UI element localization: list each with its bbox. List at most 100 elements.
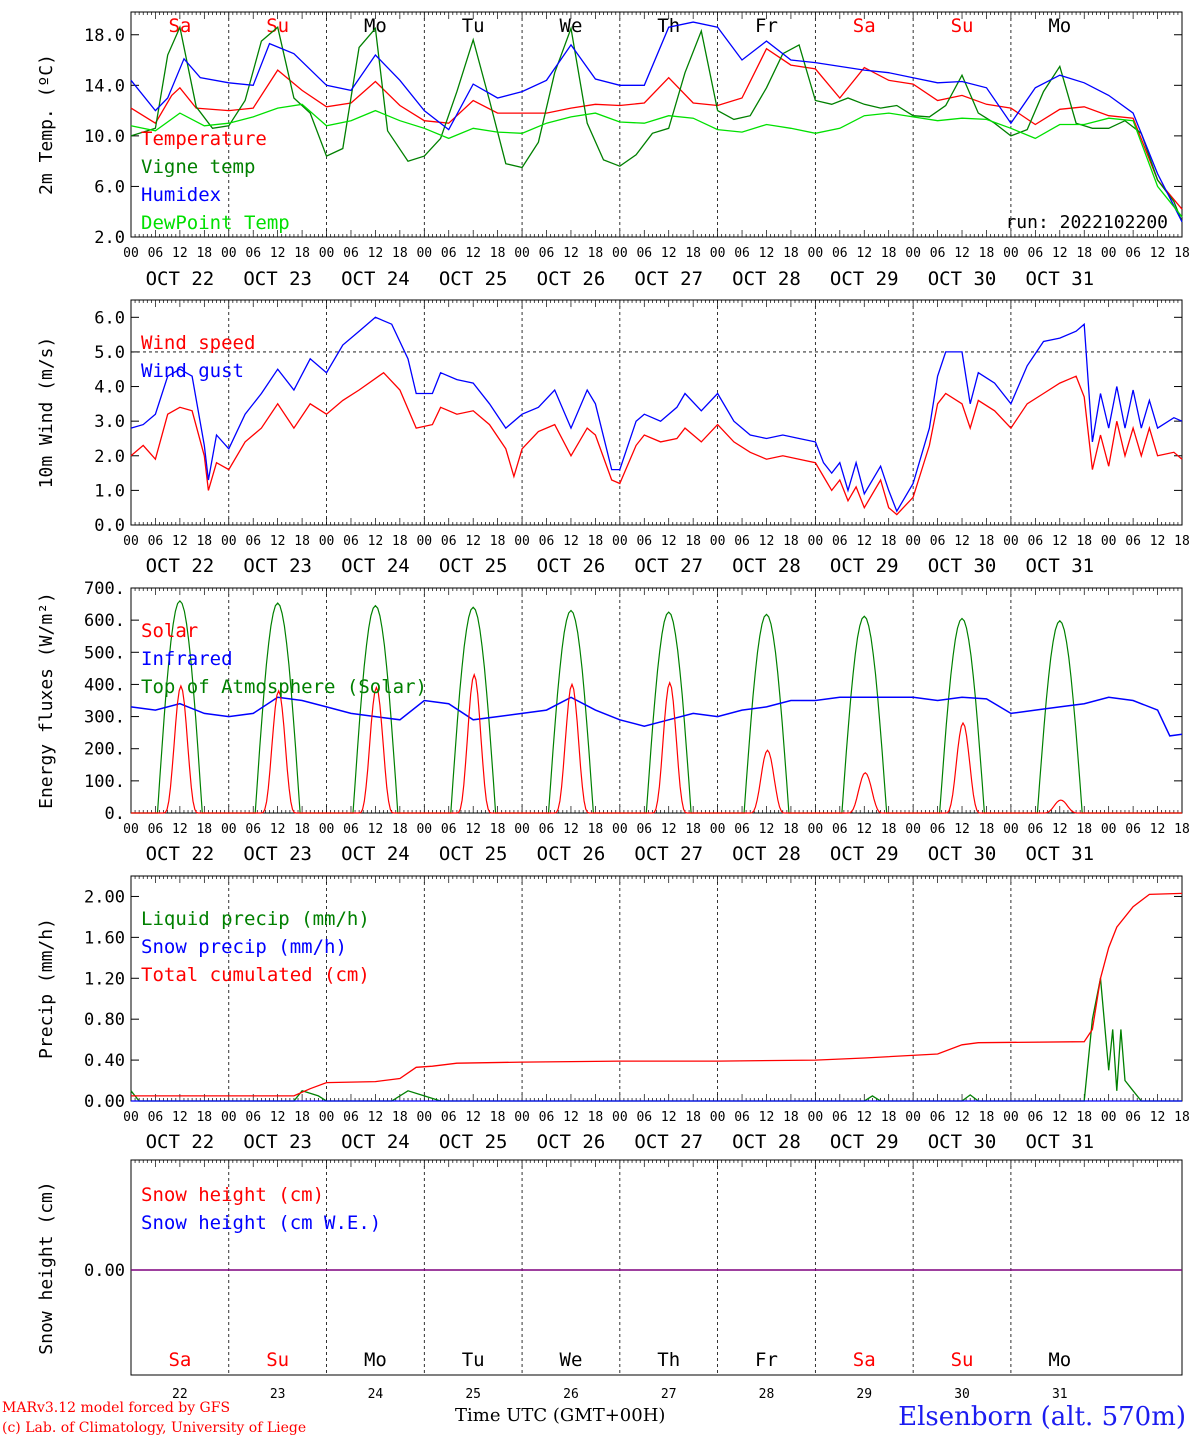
panel-frame: 00 06 12 18 00 06 12 18 00 06 12 18 00 06 12 18 00 06 12 18… bbox=[123, 11, 1190, 290]
date-label: OCT 26 bbox=[537, 843, 606, 865]
hour-tick-label: 12 bbox=[1052, 534, 1068, 549]
y-axis: 2.0 6.0 10.0 14.0 18.0 2m Temp. (ºC) bbox=[36, 26, 1182, 248]
date-label: OCT 28 bbox=[732, 555, 801, 577]
hour-tick-label: 12 bbox=[1052, 822, 1068, 837]
hour-tick-label: 12 bbox=[172, 1110, 188, 1125]
hour-tick-label: 12 bbox=[759, 246, 775, 261]
date-label: OCT 28 bbox=[732, 268, 801, 290]
hour-tick-label: 18 bbox=[685, 1110, 701, 1125]
day-number-label: 28 bbox=[759, 1387, 775, 1402]
hour-tick-label: 12 bbox=[563, 1110, 579, 1125]
day-number-label: 30 bbox=[954, 1387, 970, 1402]
series-line-solar bbox=[131, 672, 1182, 814]
model-credit: MARv3.12 model forced by GFS bbox=[2, 1400, 231, 1416]
day-number-label: 29 bbox=[856, 1387, 872, 1402]
hour-tick-label: 06 bbox=[832, 246, 848, 261]
hour-tick-label: 18 bbox=[685, 246, 701, 261]
hour-tick-label: 12 bbox=[954, 246, 970, 261]
hour-tick-label: 18 bbox=[588, 822, 604, 837]
date-label: OCT 31 bbox=[1025, 268, 1094, 290]
hour-tick-label: 00 bbox=[905, 534, 921, 549]
hour-tick-label: 12 bbox=[856, 1110, 872, 1125]
panel-frame: 00 06 12 18 00 06 12 18 00 06 12 18 00 06 12 18 00 06 12 18… bbox=[123, 875, 1190, 1153]
hour-tick-label: 12 bbox=[465, 534, 481, 549]
hour-tick-label: 00 bbox=[319, 534, 335, 549]
legend-entry: Liquid precip (mm/h) bbox=[141, 908, 370, 930]
hour-tick-label: 18 bbox=[881, 822, 897, 837]
hour-tick-label: 18 bbox=[1174, 1110, 1190, 1125]
hour-tick-label: 18 bbox=[490, 246, 506, 261]
date-label: OCT 27 bbox=[634, 1131, 703, 1153]
hour-tick-label: 12 bbox=[465, 1110, 481, 1125]
y-tick-label: 5.0 bbox=[94, 343, 125, 363]
legend-entry: Snow precip (mm/h) bbox=[141, 936, 347, 958]
hour-tick-label: 12 bbox=[1150, 1110, 1166, 1125]
hour-tick-label: 12 bbox=[172, 246, 188, 261]
hour-tick-label: 06 bbox=[148, 246, 164, 261]
hour-tick-label: 00 bbox=[221, 246, 237, 261]
hour-tick-label: 06 bbox=[734, 246, 750, 261]
hour-tick-label: 00 bbox=[416, 246, 432, 261]
hour-tick-label: 18 bbox=[881, 534, 897, 549]
hour-tick-label: 12 bbox=[1150, 534, 1166, 549]
hour-tick-label: 12 bbox=[1150, 822, 1166, 837]
hour-tick-label: 18 bbox=[685, 822, 701, 837]
hour-tick-label: 18 bbox=[196, 1110, 212, 1125]
hour-tick-label: 18 bbox=[392, 246, 408, 261]
day-name-label: Mo bbox=[364, 1349, 387, 1371]
date-label: OCT 26 bbox=[537, 268, 606, 290]
hour-tick-label: 12 bbox=[368, 246, 384, 261]
day-name-label: Su bbox=[951, 1349, 974, 1371]
y-tick-label: 0.00 bbox=[84, 1092, 125, 1112]
hour-tick-label: 06 bbox=[1028, 246, 1044, 261]
hour-tick-label: 06 bbox=[539, 246, 555, 261]
date-label: OCT 31 bbox=[1025, 1131, 1094, 1153]
hour-tick-label: 18 bbox=[1174, 822, 1190, 837]
hour-tick-label: 06 bbox=[441, 1110, 457, 1125]
hour-tick-label: 06 bbox=[245, 1110, 261, 1125]
panel-frame: 00 06 12 18 00 06 12 18 00 06 12 18 00 06 12 18 00 06 12 18… bbox=[123, 299, 1190, 577]
hour-tick-label: 06 bbox=[148, 822, 164, 837]
hour-tick-label: 18 bbox=[979, 1110, 995, 1125]
series-line-dewpoint-temp bbox=[130, 103, 1183, 218]
y-axis: 0.00 0.40 0.80 1.20 1.60 2.00 Precip (mm/h) bbox=[36, 887, 1182, 1112]
series-line-liquid-precip-mm-h- bbox=[130, 978, 1182, 1102]
day-name-label: Mo bbox=[364, 15, 387, 37]
date-label: OCT 29 bbox=[830, 843, 899, 865]
hour-tick-label: 12 bbox=[1052, 246, 1068, 261]
y-axis-label: 2m Temp. (ºC) bbox=[36, 54, 57, 195]
date-label: OCT 22 bbox=[146, 843, 215, 865]
hour-tick-label: 12 bbox=[368, 822, 384, 837]
y-tick-label: 2.0 bbox=[94, 447, 125, 467]
hour-tick-label: 00 bbox=[905, 246, 921, 261]
hour-tick-label: 06 bbox=[734, 534, 750, 549]
y-tick-label: 6.0 bbox=[94, 177, 125, 197]
day-number-label: 23 bbox=[270, 1387, 286, 1402]
hour-tick-label: 06 bbox=[1125, 1110, 1141, 1125]
hour-tick-label: 00 bbox=[123, 1110, 139, 1125]
hour-tick-label: 00 bbox=[710, 534, 726, 549]
hour-tick-label: 00 bbox=[710, 246, 726, 261]
day-number-label: 22 bbox=[172, 1387, 188, 1402]
date-label: OCT 24 bbox=[341, 843, 410, 865]
hour-tick-label: 00 bbox=[710, 822, 726, 837]
day-name-label: Sa bbox=[168, 1349, 191, 1371]
station-name: Elsenborn (alt. 570m) bbox=[898, 1402, 1186, 1432]
y-tick-label: 14.0 bbox=[84, 76, 125, 96]
hour-tick-label: 06 bbox=[930, 534, 946, 549]
y-tick-label: 3.0 bbox=[94, 412, 125, 432]
series-line-wind-speed bbox=[130, 371, 1183, 516]
hour-tick-label: 18 bbox=[783, 534, 799, 549]
hour-tick-label: 12 bbox=[856, 822, 872, 837]
legend-entry: Snow height (cm) bbox=[141, 1184, 324, 1206]
hour-tick-label: 18 bbox=[881, 246, 897, 261]
series-line-infrared bbox=[130, 696, 1183, 737]
date-label: OCT 25 bbox=[439, 843, 508, 865]
hour-tick-label: 12 bbox=[954, 822, 970, 837]
hour-tick-label: 06 bbox=[1028, 822, 1044, 837]
day-name-label: Su bbox=[266, 1349, 289, 1371]
hour-tick-label: 12 bbox=[856, 246, 872, 261]
legend-entry: Wind speed bbox=[141, 332, 255, 354]
hour-tick-label: 12 bbox=[759, 534, 775, 549]
date-label: OCT 28 bbox=[732, 1131, 801, 1153]
